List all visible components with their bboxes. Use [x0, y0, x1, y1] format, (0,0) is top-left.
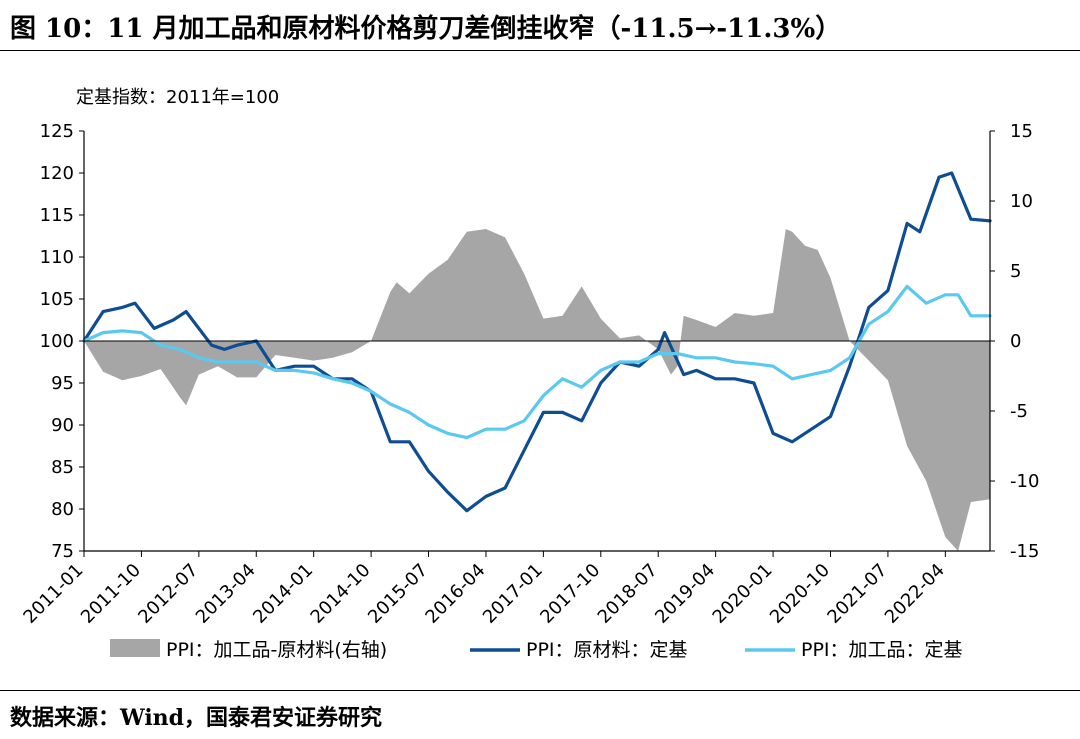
- legend-label-raw: PPI：原材料：定基: [526, 639, 688, 661]
- left-tick-label: 80: [51, 499, 74, 520]
- right-tick-label: 0: [1010, 331, 1021, 352]
- right-tick-label: -5: [1010, 401, 1028, 422]
- left-tick-label: 110: [40, 247, 74, 268]
- x-tick-label: 2022-04: [881, 560, 949, 628]
- right-tick-label: 15: [1010, 121, 1033, 142]
- x-tick-label: 2014-10: [307, 560, 375, 628]
- chart: 定基指数：2011年=100 1251201151101051009590858…: [19, 87, 1039, 661]
- x-tick-label: 2019-04: [651, 560, 719, 628]
- x-tick-label: 2020-10: [766, 560, 834, 628]
- right-tick-label: -10: [1010, 471, 1039, 492]
- x-tick-label: 2013-04: [192, 560, 260, 628]
- x-tick-label: 2011-10: [77, 560, 145, 628]
- left-tick-label: 115: [40, 205, 74, 226]
- x-tick-label: 2021-07: [823, 560, 891, 628]
- x-tick-label: 2018-07: [594, 560, 662, 628]
- left-tick-label: 95: [51, 373, 74, 394]
- x-tick-label: 2016-04: [421, 560, 489, 628]
- left-tick-label: 90: [51, 415, 74, 436]
- right-tick-label: 5: [1010, 261, 1021, 282]
- source-note: 数据来源：Wind，国泰君安证券研究: [10, 705, 383, 731]
- x-tick-label: 2014-01: [249, 560, 317, 628]
- x-tick-label: 2017-01: [479, 560, 547, 628]
- legend: PPI：加工品-原材料(右轴) PPI：原材料：定基 PPI：加工品：定基: [110, 639, 963, 661]
- x-tick-label: 2015-07: [364, 560, 432, 628]
- left-tick-label: 100: [40, 331, 74, 352]
- legend-label-processed: PPI：加工品：定基: [801, 639, 963, 661]
- left-tick-label: 105: [40, 289, 74, 310]
- x-tick-label: 2020-01: [709, 560, 777, 628]
- series-processed-line: [82, 284, 992, 440]
- x-tick-label: 2012-07: [134, 560, 202, 628]
- title-rule: [0, 50, 1080, 51]
- source-rule: [0, 690, 1080, 691]
- plot-area: 1251201151101051009590858075151050-5-10-…: [19, 121, 1039, 628]
- right-tick-label: -15: [1010, 541, 1039, 562]
- left-tick-label: 120: [40, 163, 74, 184]
- left-tick-label: 125: [40, 121, 74, 142]
- left-tick-label: 75: [51, 541, 74, 562]
- legend-swatch-spread: [110, 639, 160, 657]
- axis-note: 定基指数：2011年=100: [76, 87, 279, 108]
- series-spread-area: [84, 229, 990, 551]
- right-tick-label: 10: [1010, 191, 1033, 212]
- legend-label-spread: PPI：加工品-原材料(右轴): [166, 639, 387, 661]
- series-raw-material-line: [82, 171, 992, 513]
- figure-title: 图 10：11 月加工品和原材料价格剪刀差倒挂收窄（-11.5→-11.3%）: [10, 14, 842, 44]
- x-tick-label: 2017-10: [536, 560, 604, 628]
- left-tick-label: 85: [51, 457, 74, 478]
- x-tick-label: 2011-01: [19, 560, 87, 628]
